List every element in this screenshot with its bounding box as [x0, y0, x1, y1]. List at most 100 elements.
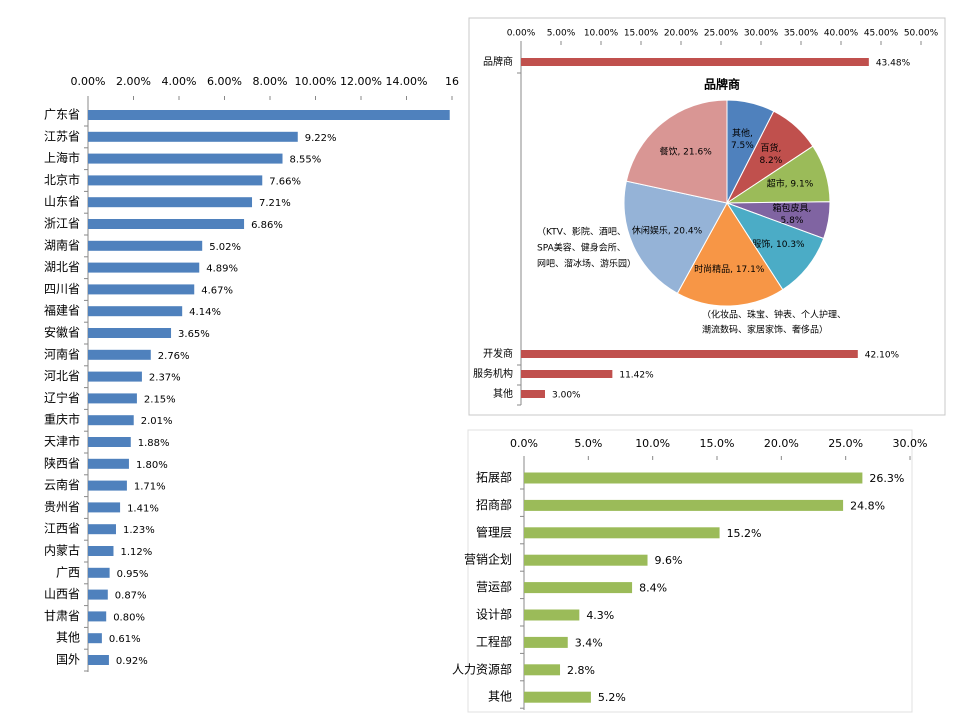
value-label: 4.67%: [201, 285, 233, 296]
value-label: 2.76%: [158, 351, 190, 362]
x-tick-label: 10.0%: [635, 437, 670, 450]
slice-label-line: 其他,: [732, 126, 753, 138]
category-label: 北京市: [44, 172, 80, 187]
category-label: 山西省: [44, 587, 80, 601]
category-label: 拓展部: [476, 470, 512, 485]
bar: [88, 240, 203, 251]
bar: [88, 328, 172, 338]
slice-label: 超市, 9.1%: [767, 177, 814, 189]
x-tick-label: 45.00%: [864, 29, 899, 39]
value-label: 11.42%: [619, 371, 654, 381]
category-label: 江苏省: [44, 129, 80, 143]
value-label: 1.80%: [136, 460, 168, 471]
bar: [521, 350, 858, 358]
slice-label-line: 箱包皮具,: [773, 202, 812, 214]
bar: [88, 197, 253, 208]
value-label: 0.95%: [117, 569, 149, 580]
value-label: 1.23%: [123, 525, 155, 536]
category-label: 贵州省: [44, 500, 80, 514]
slice-label-line: 7.5%: [731, 140, 754, 150]
x-tick-label: 15.00%: [624, 29, 659, 39]
slice-label-line: 时尚精品, 17.1%: [694, 262, 765, 274]
x-tick-label: 4.00%: [162, 75, 197, 88]
bar: [524, 582, 633, 594]
x-tick-label: 20.00%: [664, 29, 699, 39]
x-tick-label: 25.00%: [704, 29, 739, 39]
category-label: 其他: [488, 690, 512, 704]
x-tick-label: 35.00%: [784, 29, 819, 39]
slice-label-line: 服饰, 10.3%: [752, 238, 805, 250]
bar: [524, 691, 591, 703]
value-label: 0.92%: [116, 656, 148, 667]
value-label: 9.22%: [305, 133, 337, 144]
bar: [88, 655, 109, 665]
x-tick-label: 0.00%: [507, 29, 536, 39]
bar: [88, 110, 450, 120]
x-tick-label: 30.00%: [744, 29, 779, 39]
slice-label-line: 百货,: [760, 141, 781, 153]
bar: [88, 153, 283, 164]
bar: [88, 262, 200, 273]
category-label: 人力资源部: [452, 661, 512, 676]
category-label: 四川省: [44, 282, 80, 296]
slice-label-line: 超市, 9.1%: [767, 177, 814, 189]
value-label: 2.8%: [567, 664, 595, 677]
value-label: 4.14%: [189, 307, 221, 318]
value-label: 26.3%: [869, 472, 904, 485]
slice-label: 服饰, 10.3%: [752, 238, 805, 250]
category-label: 甘肃省: [44, 609, 80, 623]
bar: [524, 636, 568, 648]
bar: [524, 554, 648, 566]
category-label: 营销企划: [464, 552, 512, 567]
x-tick-label: 15.0%: [700, 437, 735, 450]
value-label: 1.41%: [127, 503, 159, 514]
bar: [88, 131, 298, 142]
value-label: 2.01%: [141, 416, 173, 427]
value-label: 5.02%: [209, 242, 241, 253]
x-tick-label: 16: [445, 75, 459, 88]
bar: [521, 390, 545, 398]
slice-label: 其他, 7.5%: [731, 126, 754, 150]
pie-slice: [625, 99, 728, 204]
x-tick-label: 0.00%: [71, 75, 106, 88]
bar: [88, 502, 121, 513]
category-label: 天津市: [44, 434, 80, 449]
x-tick-label: 10.00%: [295, 75, 337, 88]
value-label: 3.4%: [575, 636, 603, 649]
value-label: 1.88%: [138, 438, 170, 449]
bar: [88, 219, 245, 229]
pie-title: 品牌商: [704, 77, 740, 92]
bar: [524, 609, 580, 621]
value-label: 4.3%: [586, 609, 614, 622]
category-label: 广东省: [44, 108, 80, 122]
pie-slice: [623, 180, 728, 294]
value-label: 3.65%: [178, 329, 210, 340]
chart-frame: [467, 429, 913, 713]
value-label: 7.66%: [269, 176, 301, 187]
bar: [88, 458, 129, 469]
category-label: 开发商: [483, 347, 513, 360]
value-label: 4.89%: [206, 264, 238, 275]
bar: [524, 472, 863, 484]
slice-label: 餐饮, 21.6%: [659, 145, 712, 157]
category-label: 陕西省: [44, 455, 80, 470]
bar: [88, 611, 107, 622]
x-tick-label: 8.00%: [253, 75, 288, 88]
bar: [88, 415, 134, 426]
bar: [88, 589, 108, 600]
x-tick-label: 25.0%: [828, 437, 863, 450]
x-tick-label: 5.00%: [547, 29, 576, 39]
x-tick-label: 20.0%: [764, 437, 799, 450]
bar: [88, 546, 114, 556]
value-label: 43.48%: [876, 59, 911, 69]
category-label: 内蒙古: [44, 543, 80, 558]
value-label: 1.12%: [120, 547, 152, 558]
category-label: 上海市: [44, 150, 80, 165]
bar: [88, 567, 110, 578]
bar: [88, 437, 131, 447]
category-label: 服务机构: [473, 367, 513, 380]
value-label: 15.2%: [727, 527, 762, 540]
value-label: 9.6%: [655, 554, 683, 567]
